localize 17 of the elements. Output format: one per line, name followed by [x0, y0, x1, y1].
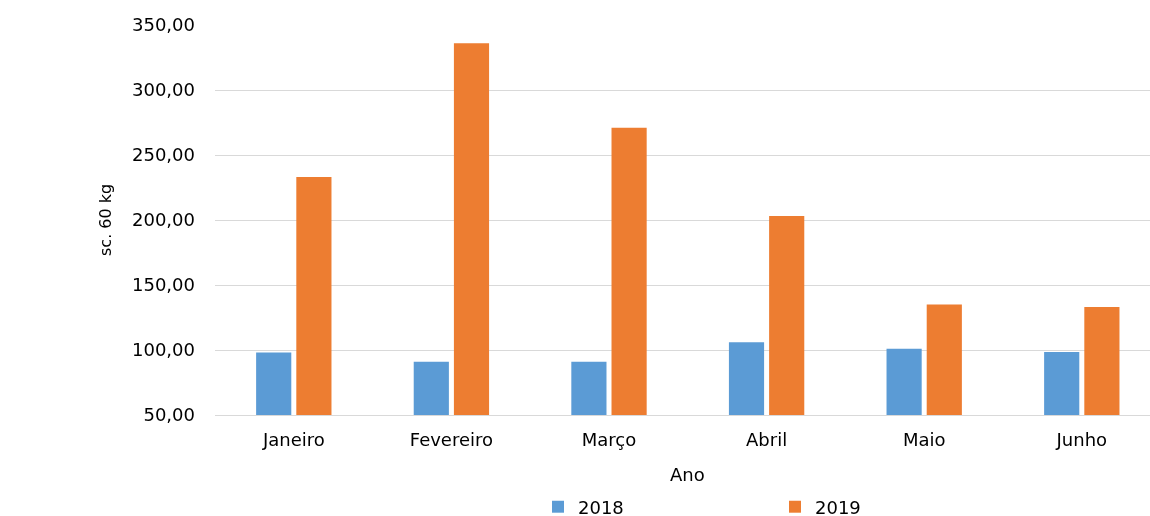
y-axis-title: sc. 60 kg — [96, 183, 115, 256]
x-axis-title: Ano — [670, 464, 705, 485]
x-tick-label: Março — [581, 428, 637, 450]
y-tick-label: 100,00 — [132, 339, 195, 361]
x-tick-label: Maio — [902, 428, 946, 450]
y-tick-label: 350,00 — [132, 14, 195, 36]
legend-label: 2019 — [815, 496, 861, 516]
x-tick-label: Abril — [746, 428, 788, 450]
y-tick-label: 50,00 — [143, 404, 195, 426]
x-tick-label: Janeiro — [261, 428, 325, 450]
legend-label: 2018 — [578, 496, 624, 516]
y-tick-label: 200,00 — [132, 209, 195, 231]
x-tick-label: Junho — [1055, 428, 1108, 450]
x-tick-label: Fevereiro — [409, 428, 494, 450]
y-tick-label: 150,00 — [132, 274, 195, 296]
y-tick-label: 250,00 — [132, 144, 195, 166]
y-tick-label: 300,00 — [132, 79, 195, 101]
